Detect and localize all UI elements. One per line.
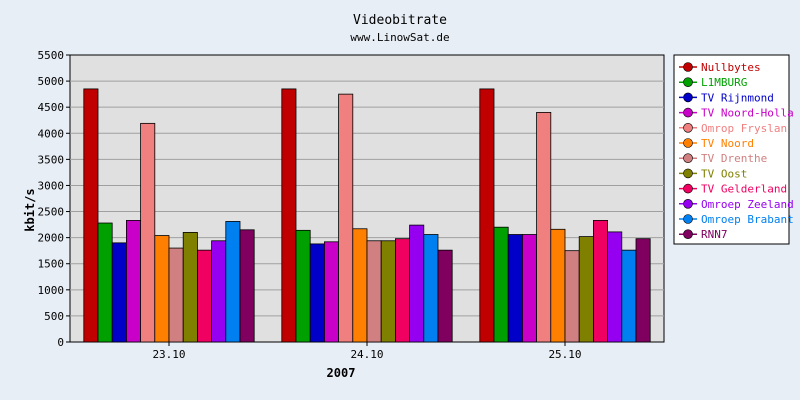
legend-label: TV Gelderland	[701, 183, 787, 196]
bar	[323, 241, 339, 343]
bar	[635, 238, 651, 343]
y-tick-label: 5000	[38, 75, 65, 88]
bar	[479, 88, 495, 343]
y-tick-label: 4000	[38, 127, 65, 140]
bar	[338, 93, 354, 343]
legend-marker	[683, 199, 693, 209]
y-tick-label: 3500	[38, 153, 65, 166]
bar	[168, 247, 184, 343]
legend-marker	[683, 77, 693, 87]
bar	[239, 229, 255, 343]
bar	[409, 224, 425, 343]
bar	[154, 235, 170, 343]
bar	[295, 229, 311, 343]
bar	[196, 249, 212, 343]
bar	[309, 243, 325, 343]
legend-marker	[683, 229, 693, 239]
x-tick-label: 25.10	[548, 348, 581, 361]
legend: Nullbytes L1MBURG TV Rijnmond TV Noord-Holl…	[673, 54, 794, 245]
y-tick-label: 500	[44, 310, 64, 323]
bar	[593, 220, 609, 343]
legend-marker	[683, 183, 693, 194]
y-axis-label: kbit/s	[23, 188, 37, 231]
bar	[423, 234, 439, 343]
legend-marker	[683, 153, 693, 163]
legend-label: Omrop Fryslan	[701, 122, 787, 135]
bars	[83, 88, 651, 343]
y-tick-label: 0	[57, 336, 64, 349]
bar	[394, 238, 410, 343]
legend-label: Omroep Brabant	[701, 213, 794, 226]
bar	[437, 249, 453, 343]
legend-marker	[683, 107, 693, 118]
x-tick-label: 24.10	[350, 348, 383, 361]
legend-label: TV Rijnmond	[701, 91, 774, 104]
bar	[507, 234, 523, 343]
legend-marker	[683, 138, 693, 148]
bar	[366, 240, 382, 343]
bar	[97, 222, 113, 343]
x-axis-label: 2007	[327, 366, 356, 380]
y-tick-label: 1000	[38, 284, 65, 297]
legend-label: L1MBURG	[701, 76, 747, 89]
legend-label: RNN7	[701, 228, 728, 241]
bar	[211, 240, 227, 343]
legend-label: TV Drenthe	[701, 152, 767, 165]
legend-marker	[683, 62, 693, 72]
legend-marker	[683, 123, 693, 133]
y-tick-label: 2500	[38, 206, 65, 219]
bar	[493, 226, 509, 343]
bar	[536, 112, 552, 343]
bar	[607, 231, 623, 343]
bar	[564, 250, 580, 343]
legend-label: TV Oost	[701, 167, 747, 180]
legend-marker	[683, 92, 693, 103]
chart-subtitle: www.LinowSat.de	[350, 31, 449, 44]
y-tick-label: 5500	[38, 49, 65, 62]
bar	[352, 228, 368, 343]
y-tick-label: 1500	[38, 258, 65, 271]
bar	[380, 240, 396, 343]
bar	[126, 220, 142, 343]
x-axis-ticks: 23.10 24.10 25.10	[152, 342, 582, 361]
legend-marker	[683, 214, 693, 224]
chart-title: Videobitrate	[353, 13, 447, 28]
bar	[225, 221, 241, 343]
bar	[281, 88, 297, 343]
bar	[621, 249, 637, 343]
y-tick-label: 3000	[38, 179, 65, 192]
x-tick-label: 23.10	[152, 348, 185, 361]
legend-label: Nullbytes	[701, 61, 761, 74]
y-tick-label: 2000	[38, 232, 65, 245]
legend-label: TV Noord	[701, 137, 754, 150]
bar	[182, 232, 198, 343]
bar	[83, 88, 99, 343]
legend-box	[673, 54, 790, 245]
legend-label: Omroep Zeeland	[701, 198, 794, 211]
bar	[550, 228, 566, 343]
legend-marker	[683, 168, 693, 179]
y-axis-ticks: 0 500 1000 1500 2000 2500 3000 3500 4000 4500 5000…	[38, 49, 70, 349]
bar	[578, 236, 594, 343]
bar	[111, 242, 127, 343]
bar	[522, 234, 538, 343]
y-tick-label: 4500	[38, 101, 65, 114]
legend-label: TV Noord-Holla	[701, 107, 794, 120]
bar	[140, 122, 156, 343]
